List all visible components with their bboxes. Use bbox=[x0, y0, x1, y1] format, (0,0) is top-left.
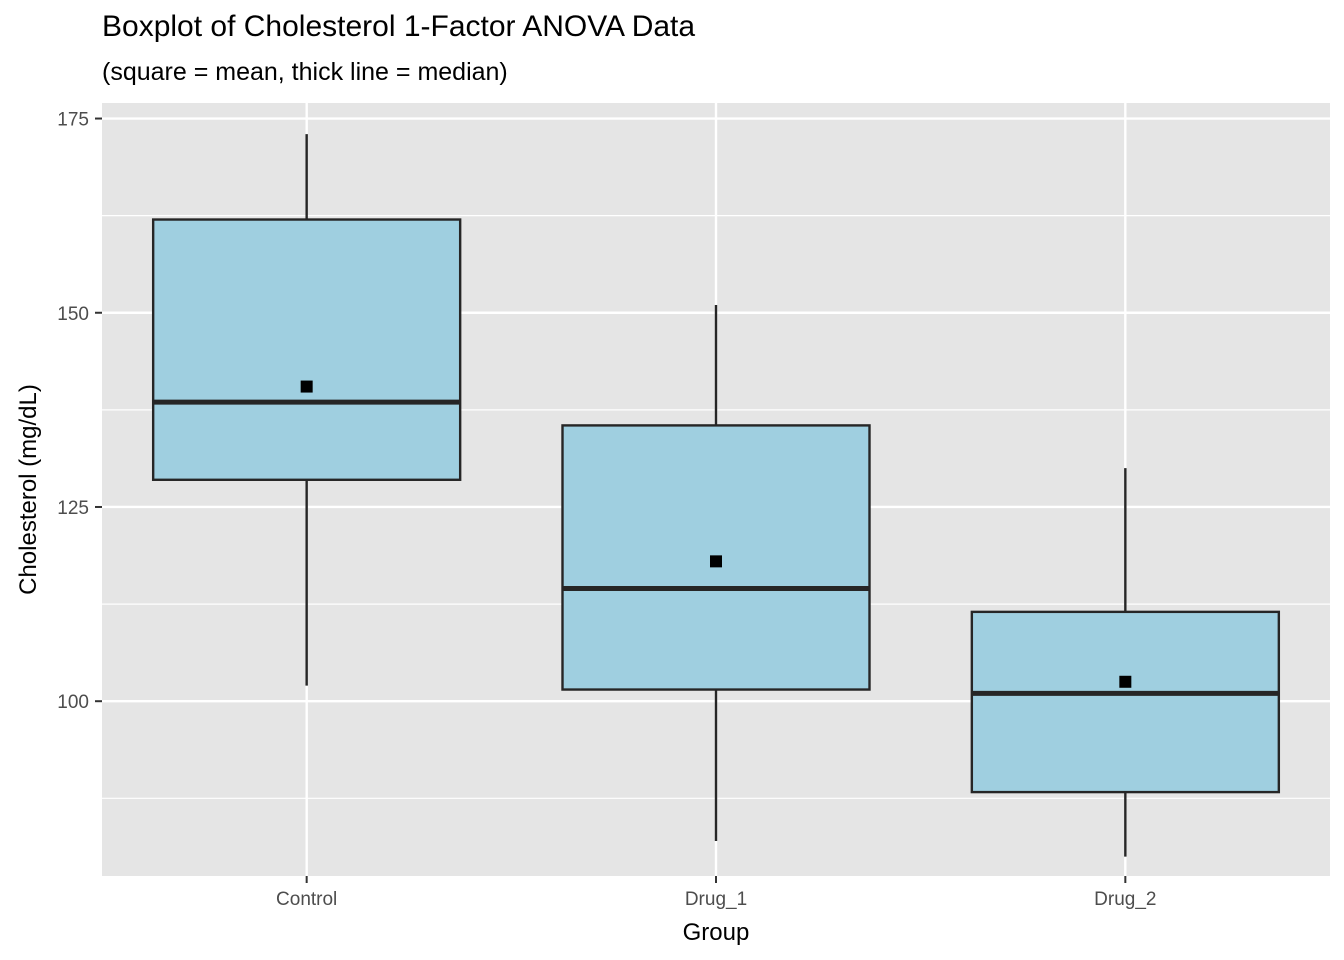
x-tick-label: Control bbox=[276, 889, 337, 910]
x-tick-label: Drug_2 bbox=[1094, 889, 1156, 910]
axes: 100 125 150 175 Control Drug_1 Drug_2 bbox=[57, 110, 1156, 910]
chart-subtitle: (square = mean, thick line = median) bbox=[102, 58, 508, 86]
mean-marker bbox=[1119, 675, 1132, 688]
y-tick-label: 150 bbox=[57, 304, 89, 325]
y-tick-label: 175 bbox=[57, 110, 89, 131]
mean-marker bbox=[710, 555, 722, 568]
box-drug-2 bbox=[970, 468, 1281, 857]
y-tick-label: 100 bbox=[57, 692, 89, 713]
y-tick-label: 125 bbox=[57, 498, 89, 519]
y-axis-title: Cholesterol (mg/dL) bbox=[15, 384, 42, 595]
chart-title: Boxplot of Cholesterol 1-Factor ANOVA Da… bbox=[102, 10, 696, 43]
x-axis-title: Group bbox=[683, 919, 750, 946]
box-control bbox=[151, 134, 462, 686]
box-drug-1 bbox=[561, 304, 871, 842]
iqr-box bbox=[151, 218, 462, 481]
iqr-box bbox=[970, 610, 1281, 794]
mean-marker bbox=[300, 380, 313, 393]
box-series bbox=[151, 134, 1281, 857]
x-tick-label: Drug_1 bbox=[685, 889, 747, 910]
